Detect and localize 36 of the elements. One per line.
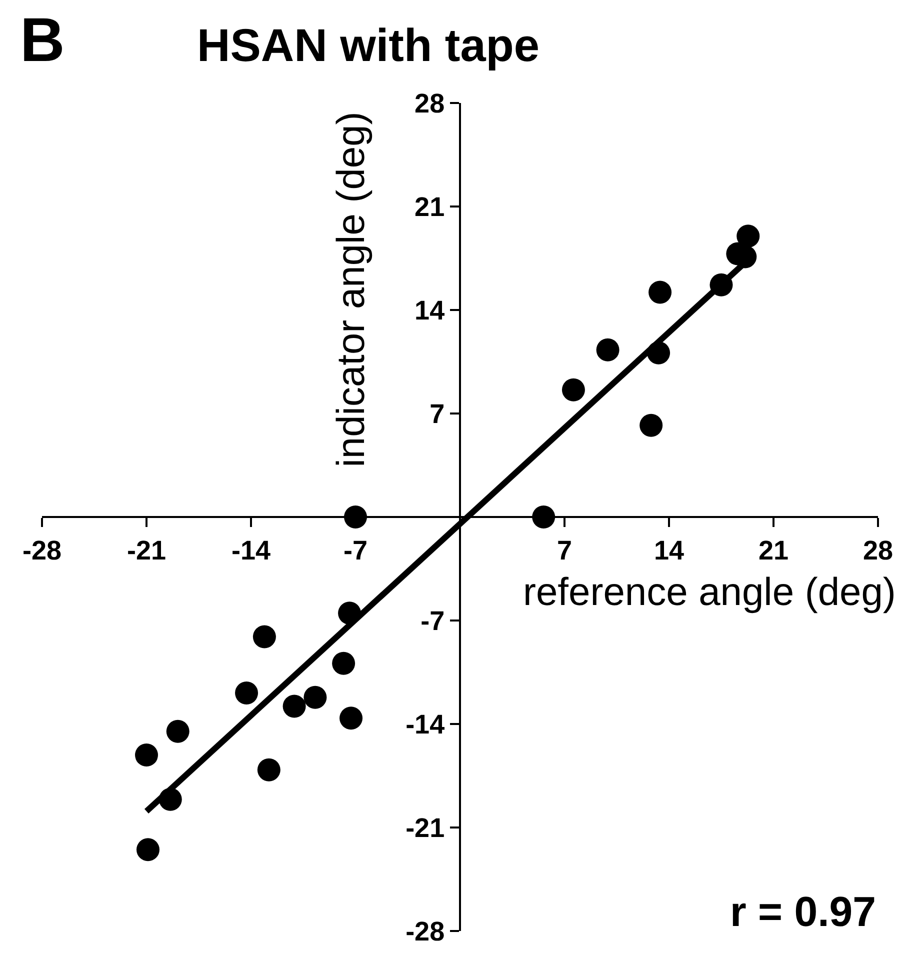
point (166, 720, 190, 743)
point (257, 758, 280, 782)
point (235, 681, 258, 704)
x-tick-label: -7 (343, 535, 368, 566)
point (282, 694, 306, 718)
x-tick-label: 28 (862, 535, 894, 566)
y-axis-title: indicator angle (deg) (330, 112, 373, 468)
point (640, 414, 663, 437)
point (136, 838, 160, 862)
point (596, 338, 620, 362)
x-tick-label: 21 (758, 535, 789, 566)
y-tick-label: -28 (406, 916, 445, 946)
annotation: r = 0.97 (730, 888, 876, 935)
point (340, 706, 363, 730)
y-tick-label: 21 (414, 192, 445, 222)
y-tick-label: -7 (420, 606, 445, 636)
x-tick-label: 7 (556, 535, 572, 566)
point (135, 744, 158, 767)
point (304, 686, 327, 709)
text: B (20, 6, 65, 75)
point (648, 280, 672, 304)
x-tick-label: 14 (654, 535, 684, 566)
y-tick-label: 14 (414, 295, 445, 326)
x-tick-label: -28 (22, 535, 62, 566)
x-tick-label: -21 (126, 535, 166, 566)
x-axis-title: reference angle (deg) (523, 571, 896, 614)
x-tick-label: -14 (231, 535, 271, 566)
chart-title: HSAN with tape (197, 19, 540, 72)
point (736, 224, 760, 248)
y-tick-label: 7 (430, 398, 445, 429)
y-tick-label: -21 (406, 812, 445, 843)
point (252, 625, 276, 648)
y-tick-label: -14 (406, 709, 445, 740)
point (332, 652, 356, 675)
point (562, 378, 585, 402)
y-tick-label: 28 (414, 88, 445, 118)
